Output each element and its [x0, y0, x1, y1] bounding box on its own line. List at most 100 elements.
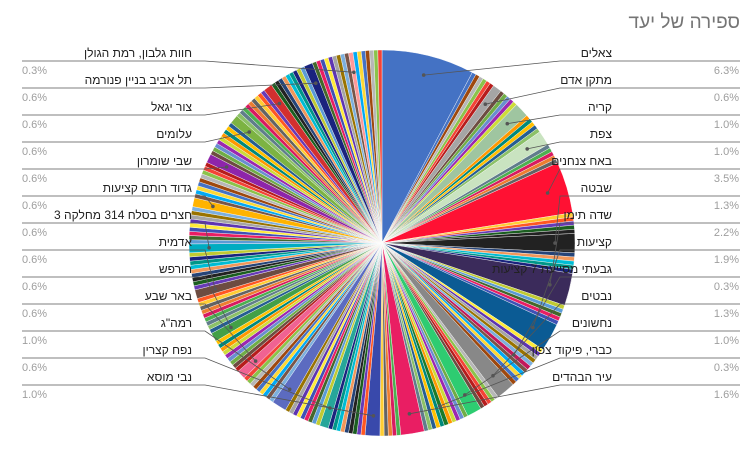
slice-percent: 0.6% — [22, 173, 47, 185]
leader-line — [549, 222, 740, 285]
slice-label: חוות גלבון, רמת הגולן — [84, 46, 192, 60]
slice-percent: 6.3% — [714, 65, 739, 77]
leader-dot — [407, 412, 412, 416]
leader-line — [22, 357, 331, 409]
leader-dot — [421, 73, 426, 77]
slice-label: נבי מוסא — [147, 370, 192, 384]
slice-label: תל אביב בניין פנורמה — [85, 73, 192, 87]
slice-percent: 1.0% — [714, 146, 739, 158]
slice-label: קריה — [588, 100, 612, 114]
slice-percent: 0.3% — [714, 362, 739, 374]
leader-dot — [438, 404, 442, 408]
leader-dot — [371, 414, 376, 418]
leader-line — [439, 357, 740, 407]
slice-label: צאלים — [581, 46, 613, 60]
slice-percent: 0.6% — [22, 146, 47, 158]
leader-dot — [505, 121, 510, 126]
slice-percent: 1.0% — [714, 119, 739, 131]
leader-line — [547, 168, 740, 194]
leader-line — [22, 131, 250, 143]
slice-percent: 1.3% — [714, 308, 739, 320]
slice-percent: 0.6% — [22, 281, 47, 293]
pie-slice-labeled — [381, 49, 473, 244]
slice-label: עלומים — [156, 127, 192, 141]
leader-dot — [553, 241, 557, 245]
leader-dot — [352, 70, 356, 75]
slice-percent: 0.6% — [22, 119, 47, 131]
slice-label: באר שבע — [145, 289, 192, 303]
slice-label: באח צנחנים — [551, 154, 612, 168]
leader-line — [554, 195, 740, 244]
slice-label: גדוד רותם קציעות — [103, 181, 192, 195]
leader-dot — [253, 359, 258, 363]
slice-label: חצרים בסלח 314 מחלקה 3 — [54, 208, 192, 222]
slice-percent: 0.6% — [714, 92, 739, 104]
slice-label: גבעתי מסייעת 7 קציעות — [492, 262, 612, 276]
leader-line — [22, 103, 280, 116]
slice-percent: 0.3% — [714, 281, 739, 293]
leader-dot — [545, 191, 550, 195]
slice-percent: 1.0% — [22, 335, 47, 347]
slice-percent: 0.6% — [22, 308, 47, 320]
slice-percent: 0.6% — [22, 254, 47, 266]
slice-label: צור יגאל — [151, 100, 192, 114]
slice-percent: 0.3% — [22, 65, 47, 77]
leader-dot — [247, 130, 251, 134]
leader-dot — [483, 102, 488, 106]
leader-dot — [277, 101, 282, 106]
slice-percent: 0.6% — [22, 362, 47, 374]
leader-line — [22, 82, 316, 89]
slice-label: אדמית — [159, 235, 193, 249]
slice-label: נחשונים — [572, 316, 612, 330]
slice-percent: 2.2% — [714, 227, 739, 239]
leader-dot — [525, 147, 529, 151]
slice-label: נבטים — [581, 289, 612, 303]
leader-line — [409, 384, 740, 415]
leader-line — [513, 276, 740, 356]
leader-line — [492, 303, 740, 376]
slice-label: צפת — [590, 127, 613, 141]
leader-dot — [548, 283, 552, 287]
leader-line — [22, 166, 227, 170]
slice-label: עיר הבהדים — [552, 370, 612, 384]
leader-line — [22, 384, 374, 417]
leader-line — [22, 249, 216, 290]
leader-line — [22, 330, 290, 390]
slice-percent: 3.5% — [714, 173, 739, 185]
slice-percent: 1.6% — [714, 389, 739, 401]
leader-dot — [314, 81, 318, 85]
pie-slice — [377, 49, 383, 244]
slice-percent: 0.6% — [22, 92, 47, 104]
leader-line — [507, 114, 740, 125]
slice-label: מתקן אדם — [560, 73, 612, 87]
leader-line — [22, 195, 214, 207]
slice-label: שדה תימן — [563, 208, 612, 222]
slice-label: שבי שומרון — [137, 154, 192, 168]
leader-line — [527, 141, 740, 150]
slice-label: חורפש — [159, 262, 192, 276]
leader-dot — [531, 325, 535, 330]
slice-label: שבטה — [581, 181, 613, 195]
leader-dot — [224, 165, 229, 169]
leader-line — [22, 222, 210, 248]
leader-line — [423, 60, 740, 76]
leader-dot — [211, 204, 215, 209]
leader-line — [22, 303, 256, 362]
slice-percent: 1.9% — [714, 254, 739, 266]
leader-line — [22, 60, 354, 73]
slice-percent: 0.6% — [22, 227, 47, 239]
slice-label: כברי, פיקוד צפון — [532, 343, 612, 357]
slice-percent: 1.0% — [22, 389, 47, 401]
leader-line — [485, 87, 740, 105]
slice-label: נפח קצרין — [143, 343, 192, 357]
leader-line — [22, 276, 232, 328]
slice-percent: 0.6% — [22, 200, 47, 212]
leader-dot — [287, 387, 292, 392]
leader-dot — [207, 246, 211, 250]
leader-line — [532, 249, 740, 328]
slice-label: קציעות — [577, 235, 612, 249]
leader-line — [464, 330, 740, 396]
slice-label: רמה"ג — [161, 316, 192, 330]
leader-dot — [213, 287, 217, 291]
